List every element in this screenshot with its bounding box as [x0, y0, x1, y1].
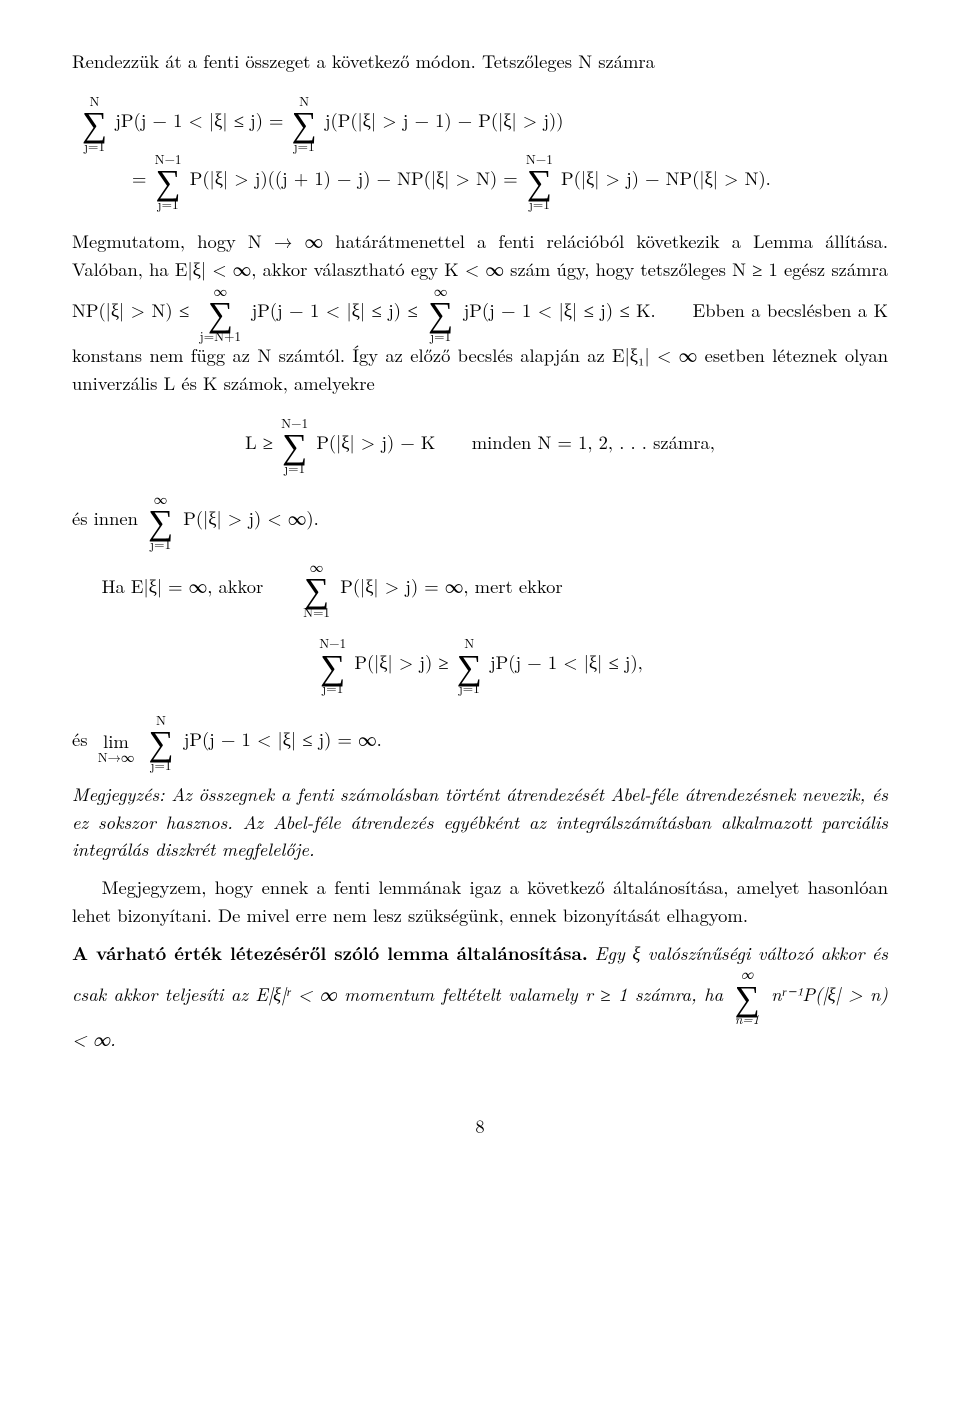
lemma-title: A várható érték létezéséről szóló lemma … [72, 940, 588, 966]
document-page: Rendezzük át a fenti összeget a következ… [0, 0, 960, 1410]
paragraph-2: Megmutatom, hogy N → ∞ határátmenettel a… [72, 228, 888, 397]
page-number: 8 [72, 1113, 888, 1141]
equation-block-1: N ∑ j=1 jP(j − 1 < |ξ| ≤ j) = N ∑ j=1 j(… [72, 94, 888, 211]
lemma-generalization: A várható érték létezéséről szóló lemma … [72, 940, 888, 1054]
paragraph-6: Megjegyzem, hogy ennek a fenti lemmának … [72, 874, 888, 930]
paragraph-3a: és innen ∞ ∑ j=1 P(|ξ| > j) < ∞). [72, 492, 888, 550]
paragraph-4: és lim N→∞ N ∑ j=1 jP(j − 1 < |ξ| ≤ j) =… [72, 713, 888, 771]
equation-block-3: N−1 ∑ j=1 P(|ξ| > j) ≥ N ∑ j=1 jP(j − 1 … [72, 636, 888, 694]
paragraph-intro: Rendezzük át a fenti összeget a következ… [72, 48, 888, 76]
remark-paragraph: Megjegyzés: Az összegnek a fenti számolá… [72, 781, 888, 864]
equation-block-2: L ≥ N−1 ∑ j=1 P(|ξ| > j) − K minden N = … [72, 416, 888, 474]
paragraph-3b: Ha E|ξ| = ∞, akkor ∞ ∑ N=1 P(|ξ| > j) = … [72, 560, 888, 618]
